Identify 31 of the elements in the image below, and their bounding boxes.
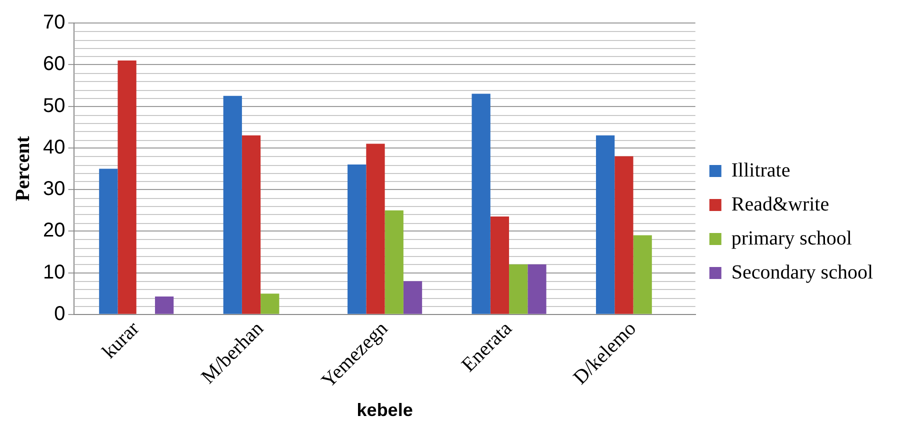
bar bbox=[403, 281, 422, 314]
y-tick-label: 0 bbox=[54, 302, 66, 325]
bar bbox=[472, 94, 490, 314]
bar bbox=[384, 210, 404, 314]
bar bbox=[633, 235, 652, 314]
legend-label: Secondary school bbox=[731, 261, 874, 284]
y-tick-label: 60 bbox=[42, 53, 66, 76]
legend-label: primary school bbox=[731, 227, 852, 250]
bar bbox=[154, 296, 174, 314]
legend-label: Illitrate bbox=[731, 159, 790, 182]
bar bbox=[223, 96, 242, 314]
y-tick-label: 20 bbox=[42, 220, 66, 242]
x-axis-title: kebele bbox=[356, 400, 413, 420]
bar bbox=[348, 164, 366, 314]
bar bbox=[528, 264, 546, 314]
y-tick-label: 40 bbox=[42, 136, 66, 158]
bar bbox=[366, 144, 385, 314]
bar bbox=[614, 156, 634, 314]
bar bbox=[260, 294, 280, 314]
bar bbox=[490, 216, 510, 314]
y-tick-label: 10 bbox=[42, 261, 66, 284]
bar bbox=[118, 60, 136, 314]
bar bbox=[99, 168, 118, 314]
bar bbox=[242, 135, 261, 314]
legend-label: Read&write bbox=[731, 193, 830, 216]
y-axis-title: Percent bbox=[12, 136, 34, 202]
y-tick-label: 70 bbox=[42, 12, 66, 34]
bar bbox=[596, 135, 615, 314]
y-tick-label: 50 bbox=[42, 94, 66, 117]
bar bbox=[509, 264, 528, 314]
y-tick-label: 30 bbox=[42, 178, 66, 200]
